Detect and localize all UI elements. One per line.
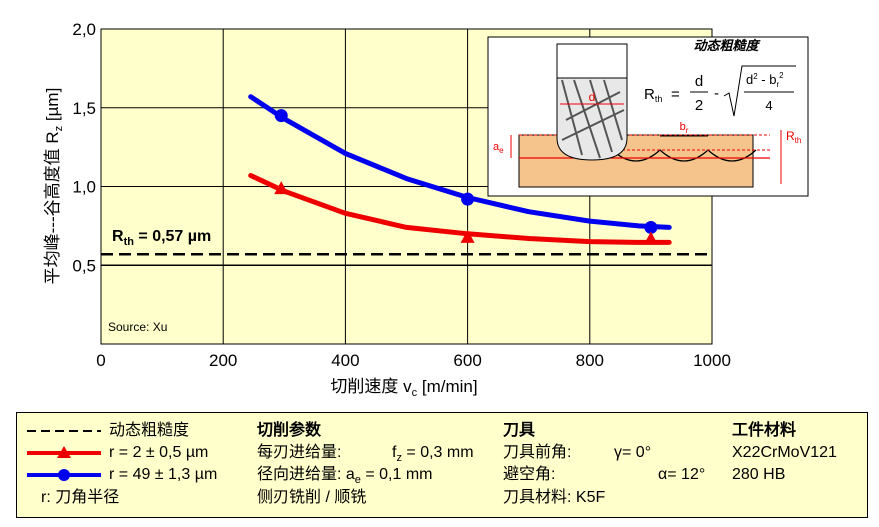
y-tick-labels: 2,0 1,5 1,0 0,5 [72, 20, 96, 275]
rth-annotation-main: R [112, 228, 124, 245]
formula-sqrt-num: d2 - br2 [746, 71, 784, 89]
radial-label: 径向进给量: a [257, 466, 355, 483]
x-axis-label-sub: c [412, 387, 418, 399]
formula-sqrt-num-op: - b [758, 72, 777, 87]
feed-label: 每刃进给量: [257, 444, 342, 461]
br-label-main: b [680, 121, 686, 133]
y-axis-label-unit: [µm] [43, 88, 62, 126]
feed-value-main: f [392, 444, 397, 461]
rth-inset-label: Rth [786, 129, 801, 145]
inset-title: 动态粗糙度 [693, 38, 761, 53]
rth-formula: Rth = d 2 - d2 - br2 4 [644, 65, 796, 117]
br-label-sub: r [686, 126, 689, 135]
x-tick-label-0: 0 [96, 351, 105, 370]
y-tick-label-0: 2,0 [72, 20, 96, 39]
series-group [248, 94, 672, 245]
series-0-point-0 [274, 109, 288, 123]
formula-sqrt-num-a-sup: 2 [753, 72, 758, 81]
formula-lhs: Rth [644, 86, 662, 104]
x-tick-labels: 0 200 400 600 800 1000 [96, 351, 731, 370]
formula-sqrt [723, 65, 796, 117]
workpiece-hardness: 280 HB [732, 466, 786, 483]
feed-value-sub: z [396, 452, 402, 465]
feed-value: fz = 0,3 mm [392, 444, 474, 467]
rth-annotation: Rth = 0,57 µm [112, 228, 211, 248]
formula-lhs-sub: th [655, 94, 663, 104]
rth-inset-label-sub: th [795, 136, 802, 145]
y-axis-label: 平均峰---谷高度值 Rz [µm] [43, 88, 65, 285]
clearance-value: α= 12° [658, 466, 706, 483]
y-tick-label-1: 1,5 [72, 99, 96, 118]
x-tick-label-3: 600 [453, 351, 481, 370]
x-axis-label-unit: [m/min] [417, 377, 477, 396]
series-1-point-1 [460, 229, 475, 243]
rth-annotation-value: = 0,57 µm [134, 228, 211, 245]
inset-diagram: 动态粗糙度 d ae br Rth Rth = d 2 - d2 - br2 4 [487, 36, 809, 197]
tool-material: 刀具材料: K5F [503, 489, 606, 506]
legend-r-definition: r: 刀角半径 [41, 489, 120, 506]
x-tick-label-4: 800 [576, 351, 604, 370]
series-0-point-2 [644, 220, 658, 234]
formula-sqrt-num-b-sub: r [776, 80, 779, 89]
formula-frac-num: d [695, 73, 703, 90]
radial-value: = 0,1 mm [360, 466, 433, 483]
workpiece-title: 工件材料 [732, 422, 797, 439]
x-tick-label-2: 400 [331, 351, 359, 370]
y-tick-label-2: 1,0 [72, 178, 96, 197]
y-tick-label-3: 0,5 [72, 256, 96, 275]
rake-value: γ= 0° [614, 444, 652, 461]
rth-annotation-sub: th [124, 236, 135, 248]
x-axis-label: 切削速度 vc [m/min] [330, 377, 477, 399]
x-axis-label-main: 切削速度 v [330, 377, 412, 396]
tool-title: 刀具 [503, 422, 536, 439]
ae-label: ae [493, 141, 504, 155]
radial-feed: 径向进给量: ae = 0,1 mm [257, 466, 433, 489]
legend-r49-label: r = 49 ± 1,3 µm [109, 466, 218, 483]
legend-panel: 动态粗糙度 r = 2 ± 0,5 µm r = 49 ± 1,3 µm r: … [16, 412, 868, 518]
feed-value-rest: = 0,3 mm [401, 444, 474, 461]
milling-mode: 侧刃铣削 / 顺铣 [257, 489, 367, 506]
clearance-label: 避空角: [503, 466, 556, 483]
source-label: Source: Xu [108, 320, 167, 334]
reference-lines [101, 252, 712, 266]
legend-symbols [27, 430, 101, 481]
y-axis-label-sub: z [53, 126, 65, 132]
x-tick-label-1: 200 [209, 351, 237, 370]
end-mill-flutes [561, 79, 625, 159]
formula-minus: - [714, 85, 719, 102]
rth-inset-label-main: R [786, 129, 795, 143]
end-mill-shank [556, 43, 628, 79]
workpiece-material: X22CrMoV121 [732, 444, 837, 461]
formula-equals: = [671, 86, 680, 103]
ae-label-main: a [493, 141, 500, 153]
legend-r2-label: r = 2 ± 0,5 µm [109, 444, 209, 461]
legend-red-triangle [57, 446, 71, 458]
legend-blue-circle [58, 469, 70, 481]
formula-frac-den: 2 [695, 97, 703, 114]
ae-label-sub: e [499, 146, 504, 155]
br-label: br [680, 121, 689, 135]
series-0-point-1 [461, 192, 475, 206]
cutting-params-title: 切削参数 [257, 422, 322, 439]
series-1-point-0 [274, 181, 289, 195]
y-axis-label-main: 平均峰---谷高度值 R [43, 131, 62, 284]
formula-sqrt-num-b-sup: 2 [779, 71, 784, 80]
diameter-label: d [589, 90, 596, 104]
formula-lhs-main: R [644, 86, 655, 103]
scallop-profile [611, 149, 757, 162]
formula-sqrt-den: 4 [765, 98, 772, 113]
legend-dynamic-label: 动态粗糙度 [109, 422, 190, 439]
radial-sub: e [354, 474, 361, 487]
chart: 0 200 400 600 800 1000 2,0 1,5 1,0 0,5 Rth = 0,5… [43, 20, 809, 399]
rake-label: 刀具前角: [503, 444, 572, 461]
formula-sqrt-num-a: d [746, 72, 753, 87]
series-1-point-2 [643, 231, 658, 245]
x-tick-label-5: 1000 [693, 351, 731, 370]
